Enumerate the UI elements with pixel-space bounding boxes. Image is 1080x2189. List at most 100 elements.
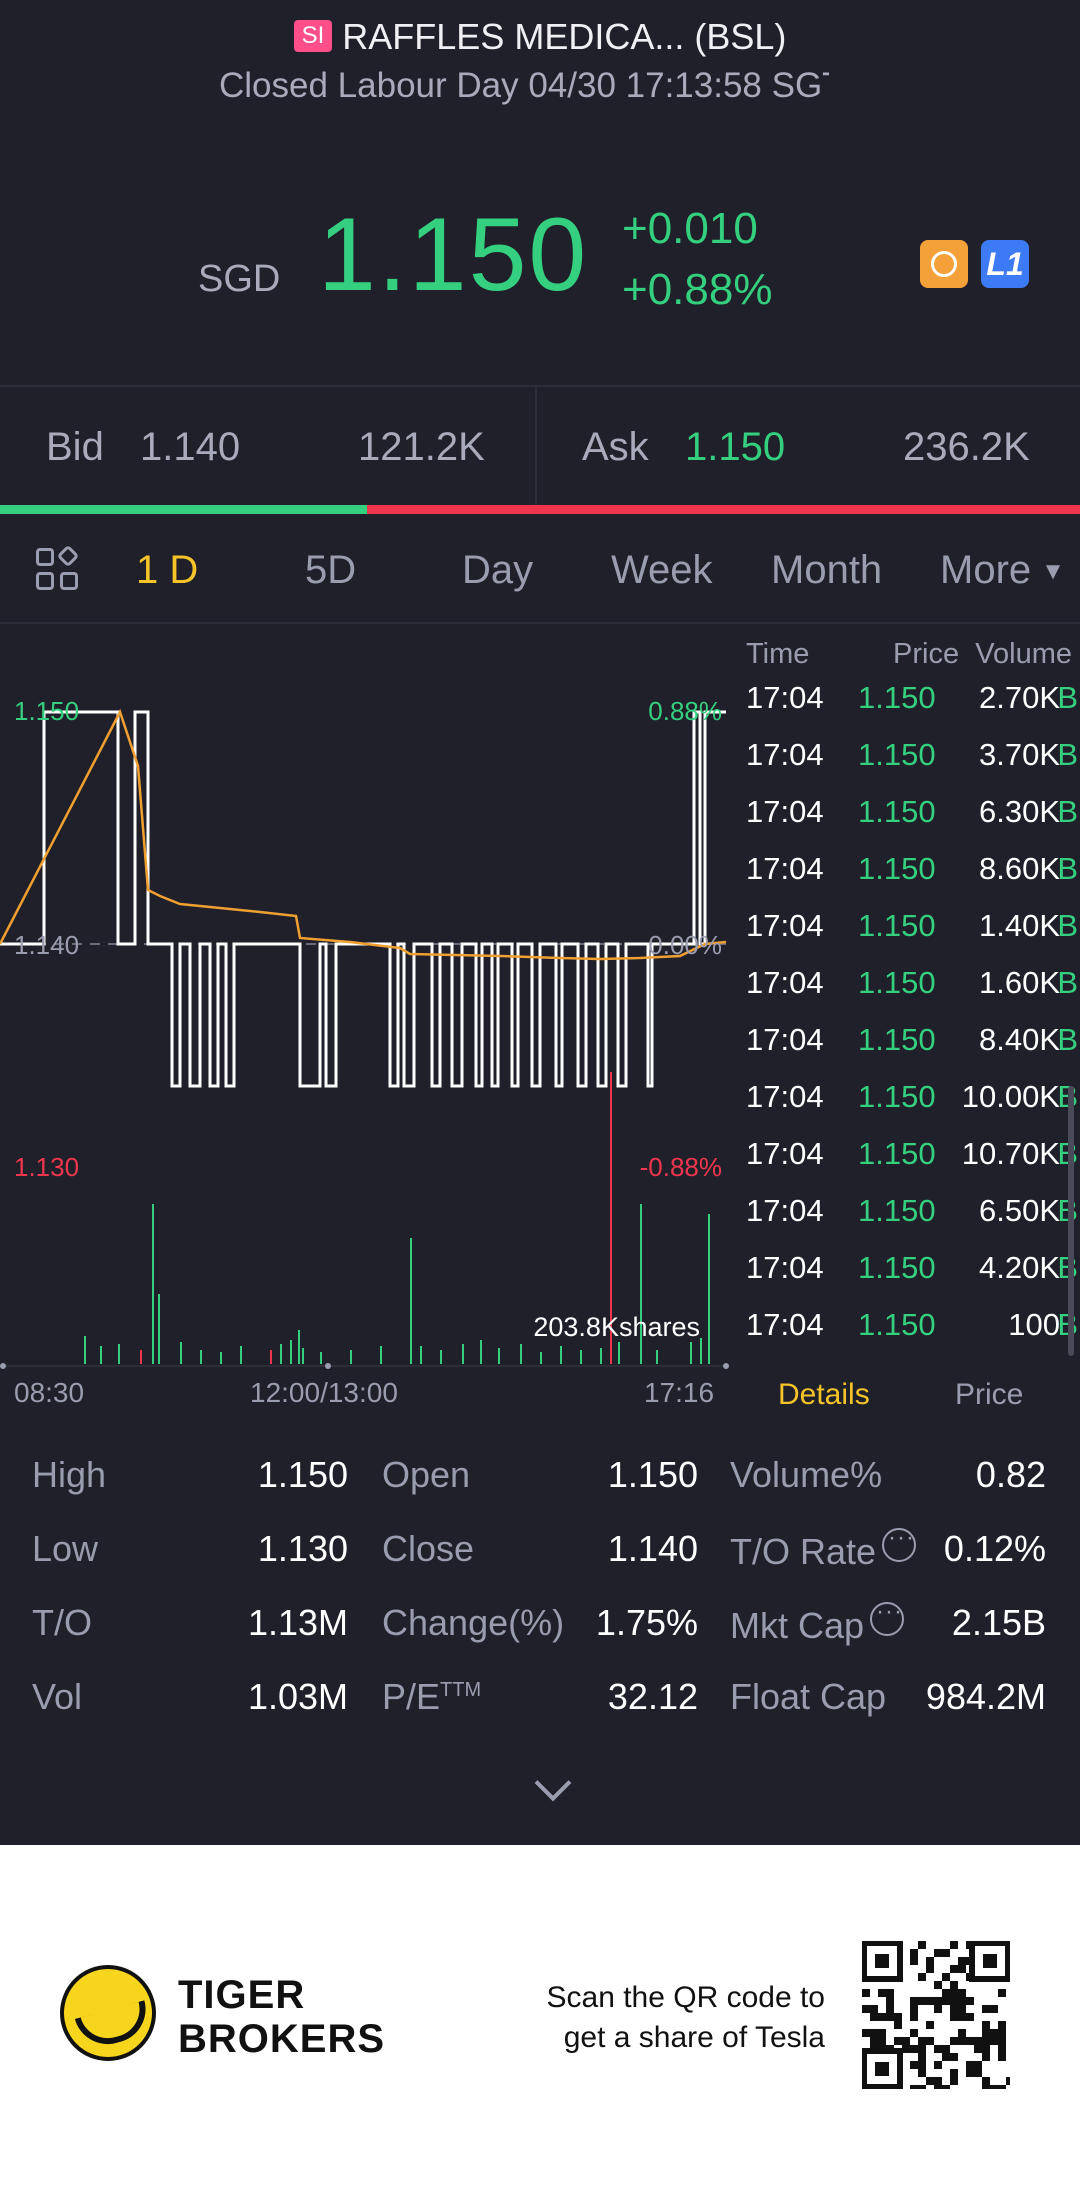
period-tabs: 1 D 5D Day Week Month More ▼ <box>0 514 1080 624</box>
trade-price: 1.150 <box>858 965 936 1000</box>
stat-low-value: 1.130 <box>257 1528 348 1569</box>
trade-volume: 6.30K <box>978 794 1060 829</box>
trades-header-volume: Volume <box>975 638 1072 670</box>
trade-price: 1.150 <box>858 1022 936 1057</box>
brand-line-2: BROKERS <box>178 2017 386 2061</box>
tab-price[interactable]: Price <box>955 1378 1024 1411</box>
ask-size: 236.2K <box>903 425 1030 469</box>
trades-list[interactable]: Time Price Volume 17:04 1.150 2.70K B 17:04 1… <box>730 626 1080 1366</box>
stock-title[interactable]: SI RAFFLES MEDICA... (BSL) <box>0 16 1080 58</box>
stat-torate-value: 0.12% <box>943 1528 1046 1569</box>
trade-time: 17:04 <box>746 1136 824 1171</box>
stat-high-label: High <box>32 1454 107 1495</box>
volume-bar <box>380 1346 382 1364</box>
torate-info-icon[interactable] <box>882 1524 917 1562</box>
stat-mktcap-label-text: Mkt Cap <box>730 1605 865 1646</box>
tab-month[interactable]: Month <box>771 548 883 592</box>
trade-price: 1.150 <box>858 1136 936 1171</box>
change-absolute: +0.010 <box>622 204 758 253</box>
stat-pe-label-text: P/E <box>382 1676 441 1717</box>
stat-torate-label-text: T/O Rate <box>730 1531 877 1572</box>
trade-price: 1.150 <box>858 680 936 715</box>
stat-volpct-value: 0.82 <box>975 1454 1046 1495</box>
bid-ask-panel[interactable]: Bid 1.140 121.2K Ask 1.150 236.2K <box>0 385 1080 509</box>
intraday-chart[interactable]: 1.150 1.140 1.130 0.88% 0.00% -0.88% 203… <box>0 626 730 1396</box>
stat-vol-value: 1.03M <box>247 1676 348 1717</box>
qr-code-icon <box>862 1941 1010 2089</box>
y-label-mid: 1.140 <box>14 930 79 960</box>
volume-bar <box>270 1350 272 1364</box>
tab-week[interactable]: Week <box>611 548 713 592</box>
volume-bar <box>290 1340 292 1364</box>
trade-price: 1.150 <box>858 1250 936 1285</box>
volume-bar <box>140 1350 142 1364</box>
volume-bar <box>298 1330 300 1364</box>
average-price-line <box>0 708 727 961</box>
volume-bar <box>440 1350 442 1364</box>
stat-close-value: 1.140 <box>607 1528 698 1569</box>
trade-time: 17:04 <box>746 680 824 715</box>
trades-header-price: Price <box>893 638 960 670</box>
volume-bar <box>180 1342 182 1364</box>
stat-change-label: Change(%) <box>382 1602 565 1643</box>
change-percent: +0.88% <box>622 265 773 314</box>
bid-ask-divider <box>535 387 537 509</box>
mktcap-info-icon[interactable] <box>870 1598 905 1636</box>
pct-label-mid: 0.00% <box>648 930 722 960</box>
tab-1d[interactable]: 1 D <box>136 548 199 592</box>
stat-pe-sup: TTM <box>440 1679 482 1701</box>
trades-header-time: Time <box>746 638 810 670</box>
stat-open-value: 1.150 <box>607 1454 698 1495</box>
volume-bar <box>420 1346 422 1364</box>
stat-floatcap-value: 984.2M <box>925 1676 1046 1717</box>
trade-time: 17:04 <box>746 1193 824 1228</box>
stat-volpct-label: Volume% <box>730 1454 883 1495</box>
trade-price: 1.150 <box>858 1079 936 1114</box>
volume-bar <box>462 1344 464 1364</box>
bid-size: 121.2K <box>358 425 485 469</box>
tab-day[interactable]: Day <box>462 548 534 592</box>
trading-status-icon[interactable] <box>920 240 968 288</box>
price-line <box>0 710 726 1088</box>
volume-bar <box>600 1348 602 1364</box>
time-axis-midday: 12:00/13:00 <box>250 1377 398 1408</box>
trade-volume: 4.20K <box>978 1250 1060 1285</box>
trade-price: 1.150 <box>858 908 936 943</box>
trade-row: 17:04 1.150 6.30K B <box>730 794 1080 851</box>
volume-bar <box>520 1344 522 1364</box>
trades-subtabs: Details Price <box>730 1378 1080 1428</box>
trade-time: 17:04 <box>746 1250 824 1285</box>
volume-bar <box>618 1342 620 1364</box>
volume-bar <box>480 1340 482 1364</box>
ask-ratio-bar <box>367 505 1080 514</box>
trade-volume: 1.60K <box>978 965 1060 1000</box>
time-axis-close: 17:16 <box>644 1377 715 1408</box>
trade-side: B <box>1057 965 1078 1000</box>
trade-volume: 2.70K <box>978 680 1060 715</box>
volume-bar <box>640 1204 642 1364</box>
trade-row: 17:04 1.150 3.70K B <box>730 737 1080 794</box>
trade-time: 17:04 <box>746 794 824 829</box>
volume-bar <box>498 1348 500 1364</box>
trade-side: B <box>1057 851 1078 886</box>
y-label-high: 1.150 <box>14 696 79 726</box>
tab-details[interactable]: Details <box>778 1378 870 1411</box>
trade-time: 17:04 <box>746 1022 824 1057</box>
pct-label-high: 0.88% <box>648 696 722 726</box>
tab-5d[interactable]: 5D <box>305 548 357 592</box>
trades-scrollbar[interactable] <box>1068 1086 1074 1356</box>
time-axis-open: 08:30 <box>14 1377 85 1408</box>
tab-more[interactable]: More ▼ <box>940 548 1065 593</box>
last-price: 1.150 <box>318 197 589 313</box>
stat-to-value: 1.13M <box>247 1602 348 1643</box>
level-one-icon[interactable]: L1 <box>981 240 1029 288</box>
grid-layout-icon[interactable] <box>36 544 82 594</box>
trade-row: 17:041.150100B <box>730 1307 1080 1364</box>
trade-time: 17:04 <box>746 965 824 1000</box>
stat-low-label: Low <box>32 1528 99 1569</box>
trade-price: 1.150 <box>858 737 936 772</box>
trade-time: 17:04 <box>746 1307 824 1342</box>
stats-grid: High 1.150 Low 1.130 T/O 1.13M Vol 1.03M… <box>0 1440 1080 1845</box>
trade-volume: 8.60K <box>978 851 1060 886</box>
volume-total-label: 203.8Kshares <box>533 1312 700 1342</box>
